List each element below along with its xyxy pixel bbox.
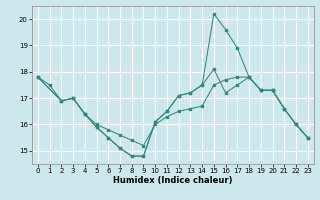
X-axis label: Humidex (Indice chaleur): Humidex (Indice chaleur) — [113, 176, 233, 185]
